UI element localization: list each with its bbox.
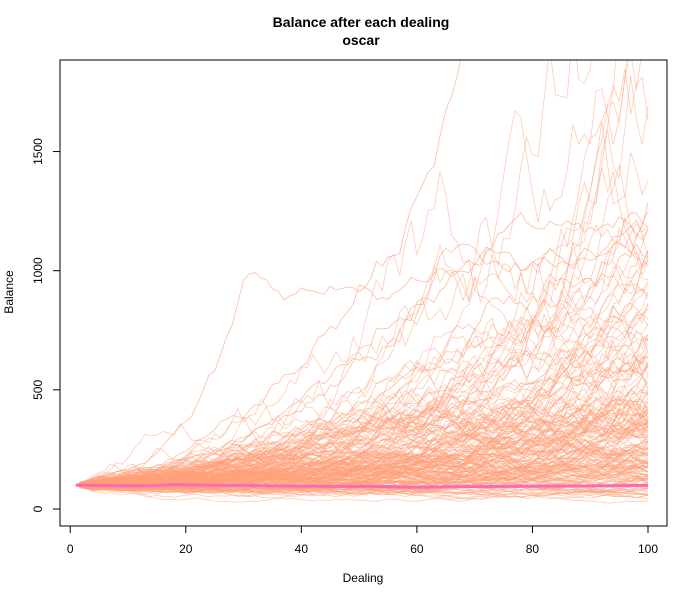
chart-subtitle: oscar xyxy=(342,32,380,48)
x-tick-label: 100 xyxy=(638,542,658,556)
simulation-path xyxy=(75,416,649,493)
simulation-path xyxy=(75,222,649,487)
simulation-path-peak xyxy=(75,242,649,486)
simulation-path-peak xyxy=(75,202,649,486)
simulation-path xyxy=(75,412,649,487)
y-tick-label: 0 xyxy=(31,505,45,512)
simulation-path xyxy=(75,452,649,488)
simulation-path xyxy=(75,403,649,489)
simulation-path-peak xyxy=(75,60,461,486)
series-layer xyxy=(75,482,649,489)
simulation-path xyxy=(75,484,649,503)
y-tick-label: 1500 xyxy=(31,138,45,165)
simulation-path xyxy=(75,60,603,486)
simulation-path xyxy=(75,303,649,486)
simulation-path-peak xyxy=(75,314,649,487)
x-axis: 0 20 40 60 80 100 xyxy=(67,525,658,556)
simulation-path xyxy=(75,452,649,497)
y-axis-label: Balance xyxy=(2,270,16,314)
y-tick-label: 1000 xyxy=(31,257,45,284)
simulation-path xyxy=(75,461,649,491)
x-tick-label: 0 xyxy=(67,542,74,556)
x-tick-label: 20 xyxy=(179,542,193,556)
simulation-path xyxy=(75,471,649,494)
simulation-path xyxy=(75,357,649,486)
simulation-path xyxy=(75,69,649,488)
simulation-path xyxy=(75,409,649,487)
simulation-path xyxy=(75,357,649,486)
simulation-paths xyxy=(75,60,649,504)
series-line-0 xyxy=(75,482,649,489)
chart-title: Balance after each dealing xyxy=(273,14,450,30)
simulation-path xyxy=(75,303,649,489)
simulation-path-peak xyxy=(75,224,649,486)
x-tick-label: 80 xyxy=(526,542,540,556)
simulation-path xyxy=(75,413,649,487)
y-axis: 0 500 1000 1500 xyxy=(31,138,61,512)
x-tick-label: 60 xyxy=(410,542,424,556)
y-tick-label: 500 xyxy=(31,380,45,400)
x-tick-label: 40 xyxy=(295,542,309,556)
simulation-path xyxy=(75,482,649,497)
simulation-path xyxy=(75,60,642,486)
simulation-path xyxy=(75,279,649,487)
simulation-path-peak xyxy=(75,211,649,486)
simulation-path xyxy=(75,60,628,486)
simulation-path-peak xyxy=(75,302,649,486)
x-axis-label: Dealing xyxy=(343,571,384,585)
